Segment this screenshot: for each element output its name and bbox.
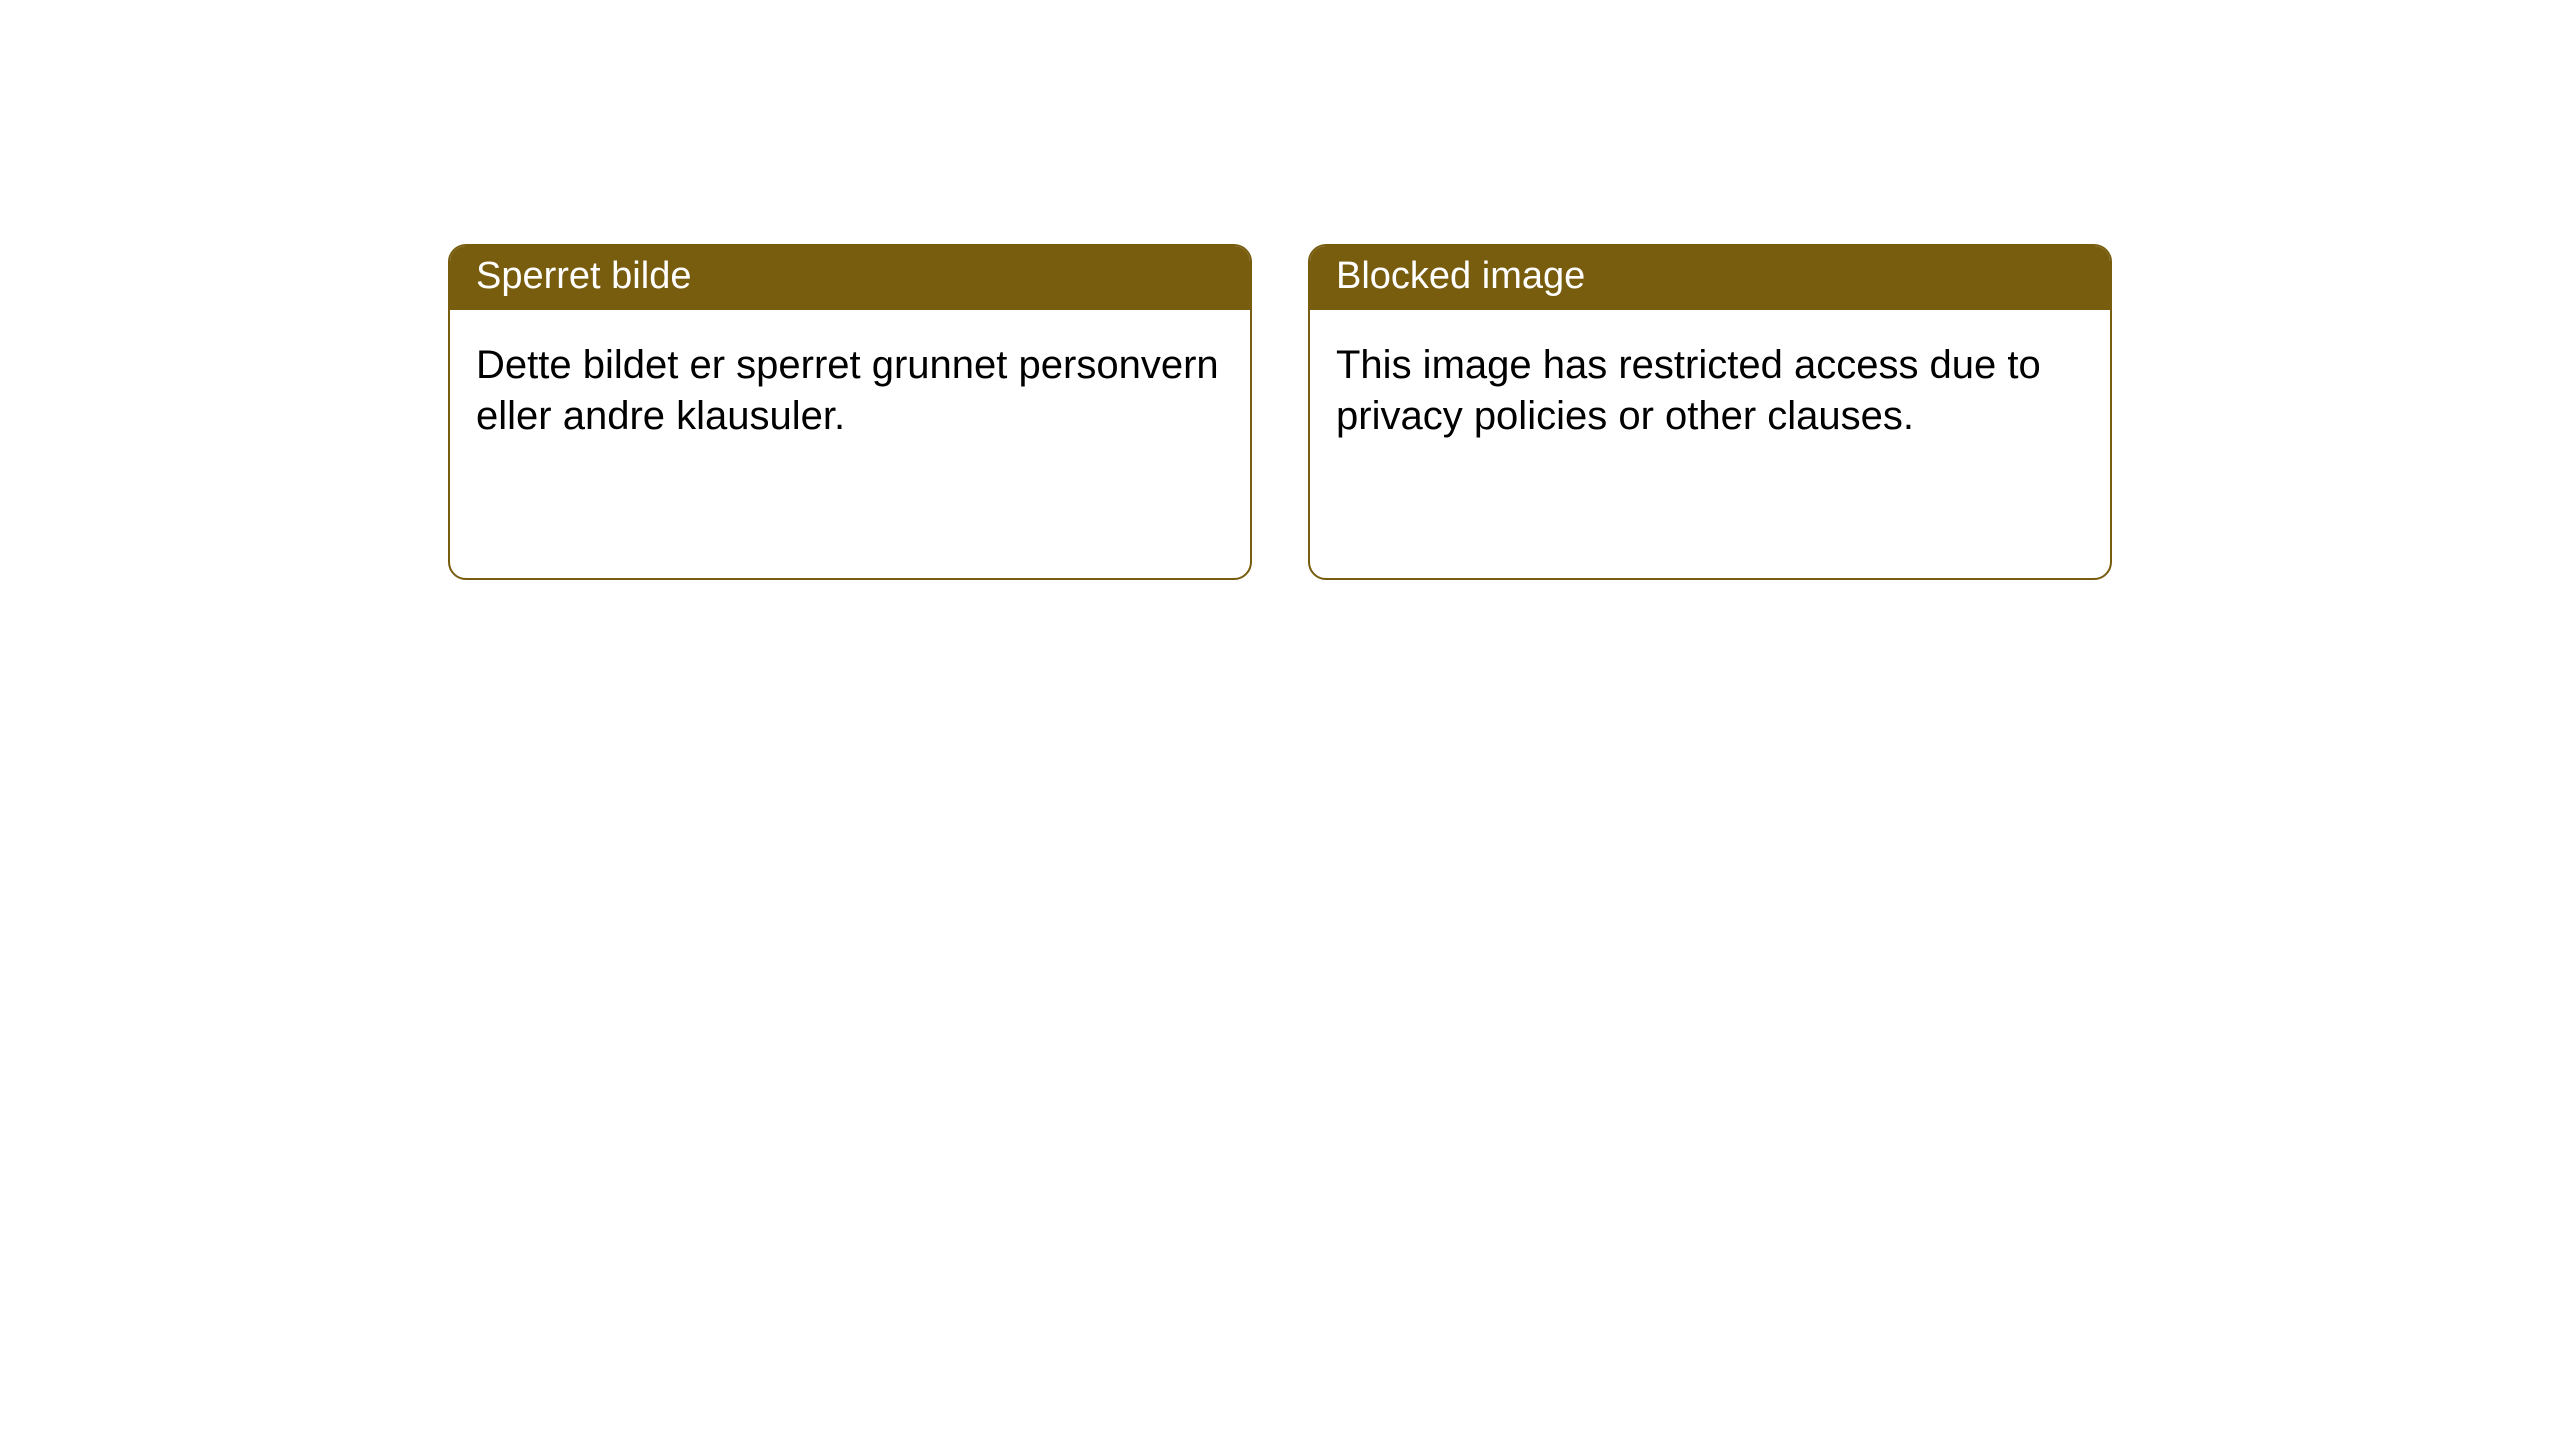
card-title: Blocked image [1310, 246, 2110, 310]
card-body-text: This image has restricted access due to … [1310, 310, 2110, 472]
card-title: Sperret bilde [450, 246, 1250, 310]
notice-card-english: Blocked image This image has restricted … [1308, 244, 2112, 580]
notice-container: Sperret bilde Dette bildet er sperret gr… [0, 0, 2560, 580]
notice-card-norwegian: Sperret bilde Dette bildet er sperret gr… [448, 244, 1252, 580]
card-body-text: Dette bildet er sperret grunnet personve… [450, 310, 1250, 472]
